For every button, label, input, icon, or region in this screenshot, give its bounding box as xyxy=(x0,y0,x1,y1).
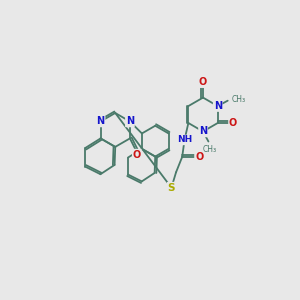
Text: N: N xyxy=(199,127,207,136)
Text: S: S xyxy=(168,183,175,193)
Text: NH: NH xyxy=(177,136,192,145)
Text: N: N xyxy=(214,101,222,111)
Text: N: N xyxy=(126,116,134,127)
Text: CH₃: CH₃ xyxy=(203,145,217,154)
Text: N: N xyxy=(97,116,105,127)
Text: O: O xyxy=(199,77,207,87)
Text: O: O xyxy=(195,152,203,162)
Text: O: O xyxy=(133,150,141,160)
Text: CH₃: CH₃ xyxy=(232,94,246,103)
Text: O: O xyxy=(229,118,237,128)
